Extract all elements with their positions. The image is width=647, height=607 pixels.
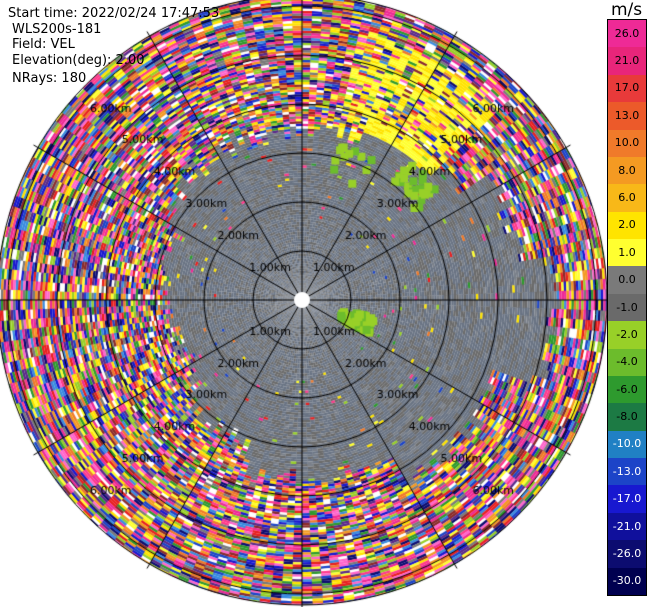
colorbar-swatch (608, 567, 646, 596)
colorbar-swatch (608, 403, 646, 432)
colorbar-tick-label: -13.0 (612, 464, 642, 478)
colorbar-tick-label: -30.0 (612, 574, 642, 588)
colorbar-swatch (608, 348, 646, 377)
instrument-label: WLS200s-181 (12, 22, 102, 37)
colorbar-tick-label: 13.0 (614, 108, 640, 122)
nrays-label: NRays: 180 (12, 71, 87, 86)
colorbar-swatch (608, 20, 646, 48)
colorbar-tick-label: -4.0 (616, 355, 638, 369)
colorbar-swatch (608, 74, 646, 103)
colorbar-tick-label: -26.0 (612, 546, 642, 560)
colorbar-tick-label: 21.0 (614, 54, 640, 68)
colorbar-tick-label: -2.0 (616, 327, 638, 341)
colorbar-swatch (608, 211, 646, 240)
colorbar-swatch (608, 458, 646, 486)
colorbar-tick-label: 1.0 (618, 245, 636, 259)
colorbar-tick-label: 10.0 (614, 136, 640, 150)
colorbar-swatch (608, 375, 646, 404)
colorbar-swatch (608, 102, 646, 131)
colorbar-tick-label: 17.0 (614, 81, 640, 95)
colorbar-swatch (608, 293, 646, 322)
colorbar-tick-label: 6.0 (618, 190, 636, 204)
colorbar-swatch (608, 430, 646, 459)
colorbar-tick-label: -17.0 (612, 492, 642, 506)
start-time-label: Start time: 2022/02/24 17:47:53 (8, 6, 220, 21)
colorbar-tick-label: 8.0 (618, 163, 636, 177)
colorbar-swatch (608, 321, 646, 350)
field-label: Field: VEL (12, 37, 75, 52)
colorbar-tick-label: -8.0 (616, 410, 638, 424)
colorbar-swatch (608, 129, 646, 158)
colorbar-swatch (608, 266, 646, 295)
colorbar-unit: m/s (611, 0, 643, 20)
colorbar-tick-label: -6.0 (616, 382, 638, 396)
colorbar-swatch (608, 512, 646, 541)
colorbar-tick-label: 26.0 (614, 26, 640, 40)
colorbar-swatch (608, 156, 646, 185)
elevation-label: Elevation(deg): 2.00 (12, 53, 145, 68)
colorbar-tick-label: -21.0 (612, 519, 642, 533)
colorbar-tick-label: -10.0 (612, 437, 642, 451)
colorbar-tick-label: -1.0 (616, 300, 638, 314)
colorbar-swatch (608, 239, 646, 267)
colorbar-swatch (608, 184, 646, 213)
colorbar-swatch (608, 540, 646, 569)
colorbar-tick-label: 0.0 (618, 273, 636, 287)
colorbar-swatch (608, 47, 646, 76)
colorbar-swatch (608, 485, 646, 514)
colorbar-tick-label: 2.0 (618, 218, 636, 232)
